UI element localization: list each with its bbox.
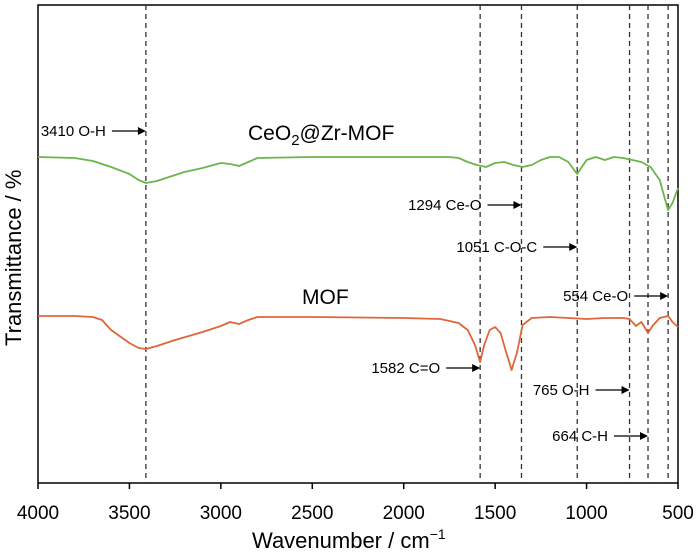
annotation-arrowhead: [137, 127, 146, 135]
x-axis-label: Wavenumber / cm−1: [252, 526, 446, 553]
annotation-label: 765 O-H: [533, 382, 590, 399]
series-label-ceo2-zr-mof: CeO2@Zr-MOF: [248, 122, 394, 149]
annotation-label: 554 Ce-O: [563, 288, 628, 305]
annotation-label: 3410 O-H: [41, 123, 106, 140]
annotation-arrowhead: [621, 386, 630, 394]
plot-frame: [37, 4, 679, 484]
annotation-label: 1051 C-O-C: [456, 239, 537, 256]
series-lines: [37, 156, 679, 371]
x-tick-label: 4000: [17, 503, 59, 524]
annotation-label: 1294 Ce-O: [408, 197, 481, 214]
annotation-arrowhead: [660, 292, 669, 300]
x-axis: 4000 3500 3000 2500 2000 1500 1000 500: [17, 483, 694, 524]
series-line-0: [37, 156, 679, 211]
x-tick-label: 1500: [474, 503, 516, 524]
peak-annotations: 3410 O-H 1294 Ce-O 1051 C-O-C 554 Ce-O 1582 …: [41, 123, 669, 445]
annotation-label: 664 C-H: [552, 428, 608, 445]
annotation-arrowhead: [640, 432, 649, 440]
x-tick-label: 2000: [383, 503, 425, 524]
x-tick-label: 500: [662, 503, 694, 524]
series-line-1: [38, 315, 679, 371]
annotation-arrowhead: [569, 243, 578, 251]
annotation-label: 1582 C=O: [371, 360, 440, 377]
annotation-arrowhead: [472, 364, 481, 372]
y-axis-label: Transmittance / %: [1, 170, 26, 346]
series-label-mof: MOF: [302, 286, 349, 309]
x-tick-label: 3500: [108, 503, 150, 524]
reference-lines: [145, 5, 669, 483]
annotation-arrowhead: [513, 201, 522, 209]
x-tick-label: 2500: [291, 503, 333, 524]
x-tick-label: 1000: [565, 503, 607, 524]
x-tick-label: 3000: [200, 503, 242, 524]
